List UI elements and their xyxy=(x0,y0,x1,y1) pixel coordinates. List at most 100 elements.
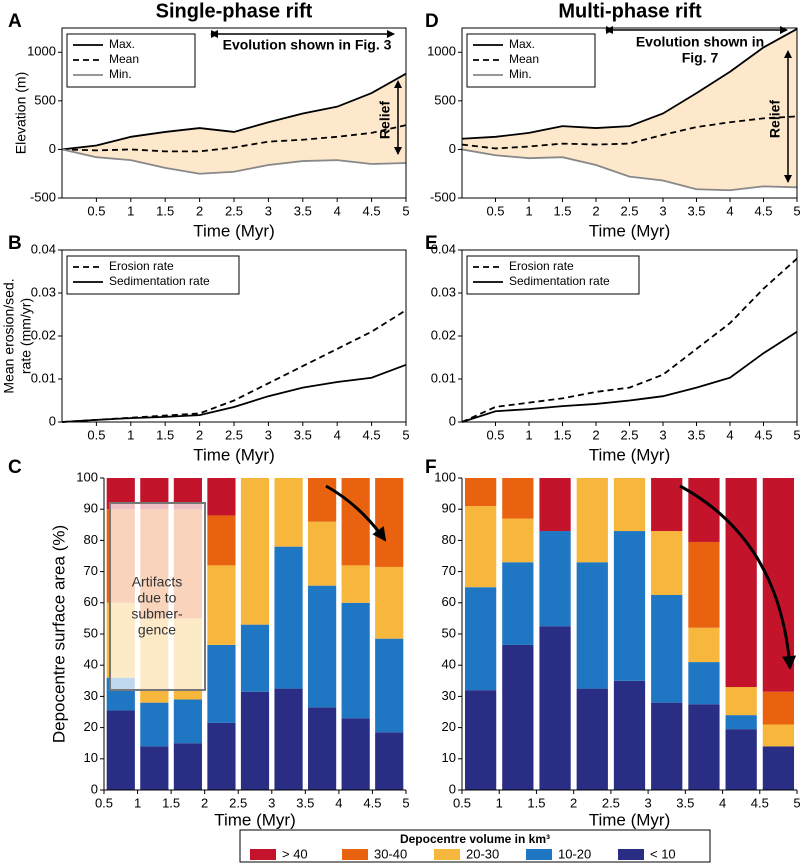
legend-label: Min. xyxy=(109,67,132,81)
x-tick-label: 1 xyxy=(525,427,532,442)
relief-label: Relief xyxy=(377,101,393,139)
bar-segment xyxy=(539,531,571,627)
y-axis-label: Elevation (m) xyxy=(13,72,29,154)
bar-segment xyxy=(725,687,757,716)
bar-segment xyxy=(308,707,337,790)
x-tick-label: 3 xyxy=(659,203,666,218)
legend-title: Depocentre volume in km³ xyxy=(400,832,550,846)
y-tick-label: -500 xyxy=(430,189,456,204)
plot-frame xyxy=(61,249,407,423)
bar-segment xyxy=(651,595,683,703)
bar-segment xyxy=(651,702,683,790)
x-tick-label: 5 xyxy=(402,203,409,218)
bar-segment xyxy=(688,704,720,790)
bar-segment xyxy=(464,478,497,507)
x-tick-label: 0.5 xyxy=(95,795,113,810)
x-tick-label: 4 xyxy=(726,203,733,218)
y-tick-label: 0.04 xyxy=(431,241,456,256)
x-tick-label: 1.5 xyxy=(553,427,571,442)
legend-label: Sedimentation rate xyxy=(109,274,210,288)
legend-label: Mean xyxy=(509,52,539,66)
series-line xyxy=(61,72,407,151)
legend-label: < 10 xyxy=(650,846,676,861)
y-tick-label: 0 xyxy=(91,781,98,796)
x-tick-label: 4.5 xyxy=(363,795,381,810)
x-tick-label: 3.5 xyxy=(687,203,705,218)
legend-swatch xyxy=(618,849,644,860)
x-tick-label: 4 xyxy=(334,203,341,218)
y-tick-label: 0 xyxy=(449,781,456,796)
legend-label: 10-20 xyxy=(558,846,591,861)
x-tick-label: 2.5 xyxy=(225,203,243,218)
y-tick-label: 10 xyxy=(84,750,98,765)
panel-letter: A xyxy=(8,11,22,32)
series-line xyxy=(461,115,798,150)
y-tick-label: 90 xyxy=(442,501,456,516)
bar-segment xyxy=(576,688,608,790)
plot-frame xyxy=(461,249,798,423)
x-tick-label: 2.5 xyxy=(620,427,638,442)
x-tick-label: 3.5 xyxy=(294,427,312,442)
bar-segment xyxy=(207,478,236,516)
x-tick-label: 3 xyxy=(265,427,272,442)
legend-label: Sedimentation rate xyxy=(509,274,610,288)
legend-swatch xyxy=(434,849,460,860)
x-tick-label: 4 xyxy=(719,795,726,810)
x-tick-label: 0.5 xyxy=(87,427,105,442)
y-tick-label: 0.02 xyxy=(431,327,456,342)
bar-segment xyxy=(173,699,202,744)
legend-label: Mean xyxy=(109,52,139,66)
annotation: Fig. 7 xyxy=(682,50,719,66)
legend-box xyxy=(466,255,640,295)
bar-segment xyxy=(576,562,608,689)
bar-segment xyxy=(464,506,497,588)
legend-box xyxy=(66,255,240,295)
x-tick-label: 4 xyxy=(335,795,342,810)
bar-segment xyxy=(502,644,534,790)
x-tick-label: 2.5 xyxy=(602,795,620,810)
bar-segment xyxy=(576,478,608,563)
y-tick-label: 0.01 xyxy=(31,370,56,385)
x-tick-label: 1.5 xyxy=(156,427,174,442)
series-line xyxy=(461,257,798,423)
x-tick-label: 2.5 xyxy=(225,427,243,442)
bar-segment xyxy=(688,627,720,663)
x-axis-label: Time (Myr) xyxy=(589,221,671,240)
trend-arrow xyxy=(679,484,797,670)
x-axis-label: Time (Myr) xyxy=(214,810,296,829)
bar-segment xyxy=(308,585,337,708)
bar-segment xyxy=(240,624,270,692)
bar-segment xyxy=(502,518,534,563)
legend-swatch xyxy=(526,849,552,860)
legend-swatch xyxy=(250,849,276,860)
bar-segment xyxy=(502,478,534,519)
bar-segment xyxy=(207,565,236,645)
y-tick-label: 40 xyxy=(84,657,98,672)
x-tick-label: 1 xyxy=(127,203,134,218)
bar-segment xyxy=(274,688,303,790)
arrow-head xyxy=(605,26,613,34)
y-axis-label: Depocentre surface area (%) xyxy=(49,525,68,743)
annotation: Evolution shown in Fig. 3 xyxy=(223,37,392,53)
bar-segment xyxy=(173,743,202,790)
bar-segment xyxy=(375,732,404,790)
column-title: Multi-phase rift xyxy=(558,0,702,22)
artifact-note: gence xyxy=(138,622,176,638)
x-tick-label: 2 xyxy=(196,203,203,218)
bar-segment xyxy=(207,644,236,723)
x-tick-label: 4 xyxy=(334,427,341,442)
x-tick-label: 4.5 xyxy=(751,795,769,810)
bar-segment xyxy=(762,691,795,725)
x-tick-label: 2.5 xyxy=(229,795,247,810)
bar-segment xyxy=(688,662,720,705)
y-tick-label: 1000 xyxy=(427,44,456,59)
y-tick-label: 0.03 xyxy=(31,284,56,299)
artifact-note: submer- xyxy=(131,606,183,622)
bar-segment xyxy=(762,746,795,790)
y-tick-label: 60 xyxy=(442,594,456,609)
legend-label: Min. xyxy=(509,67,532,81)
bar-segment xyxy=(308,521,337,586)
legend-swatch xyxy=(342,849,368,860)
bar-segment xyxy=(613,531,646,681)
y-tick-label: 0 xyxy=(49,413,56,428)
